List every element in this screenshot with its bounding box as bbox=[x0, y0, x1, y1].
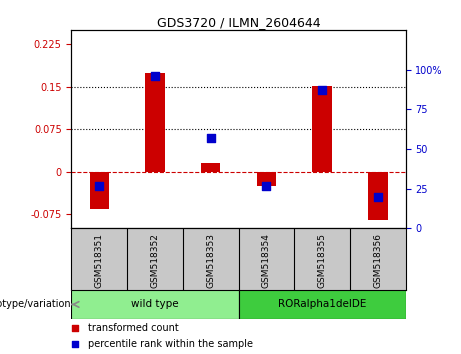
Text: GSM518353: GSM518353 bbox=[206, 233, 215, 288]
Text: RORalpha1delDE: RORalpha1delDE bbox=[278, 299, 366, 309]
Text: genotype/variation: genotype/variation bbox=[0, 299, 71, 309]
Point bbox=[207, 135, 214, 141]
Bar bbox=[313, 86, 332, 172]
Bar bbox=[257, 172, 276, 186]
Point bbox=[265, 129, 272, 135]
Text: GSM518356: GSM518356 bbox=[373, 233, 382, 288]
Text: GSM518352: GSM518352 bbox=[150, 233, 160, 288]
Title: GDS3720 / ILMN_2604644: GDS3720 / ILMN_2604644 bbox=[157, 16, 320, 29]
Point bbox=[263, 183, 270, 188]
Point bbox=[374, 194, 382, 199]
Point bbox=[151, 73, 159, 79]
Text: GSM518355: GSM518355 bbox=[318, 233, 327, 288]
Point bbox=[95, 183, 103, 188]
Bar bbox=[368, 172, 388, 220]
Text: percentile rank within the sample: percentile rank within the sample bbox=[88, 339, 253, 349]
Bar bbox=[201, 163, 220, 172]
Bar bbox=[238, 290, 406, 319]
Text: wild type: wild type bbox=[131, 299, 179, 309]
Text: GSM518354: GSM518354 bbox=[262, 233, 271, 288]
Point bbox=[319, 87, 326, 93]
Text: transformed count: transformed count bbox=[88, 323, 179, 333]
Bar bbox=[89, 172, 109, 209]
Bar bbox=[71, 290, 239, 319]
Text: GSM518351: GSM518351 bbox=[95, 233, 104, 288]
Bar bbox=[145, 73, 165, 172]
Point bbox=[265, 274, 272, 279]
